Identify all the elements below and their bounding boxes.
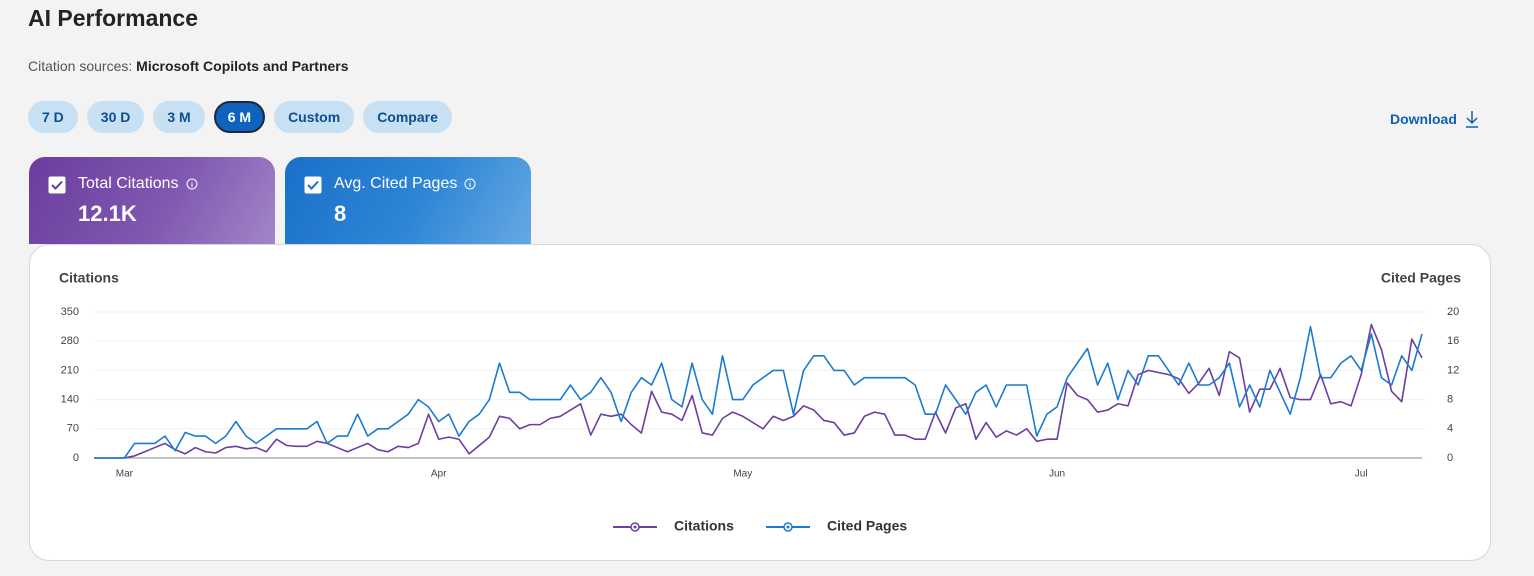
range-pill[interactable]: Custom xyxy=(274,101,355,133)
metric-label: Total Citations xyxy=(78,175,179,192)
checkbox[interactable] xyxy=(48,176,66,194)
legend-item: Cited Pages xyxy=(766,518,907,534)
range-pill[interactable]: 6 M xyxy=(213,101,266,133)
sources-value: Microsoft Copilots and Partners xyxy=(136,58,349,74)
range-pill[interactable]: Compare xyxy=(363,101,452,133)
y2-tick-label: 0 xyxy=(1447,452,1453,464)
y2-tick-label: 16 xyxy=(1447,335,1459,347)
metric-value: 12.1K xyxy=(78,201,137,226)
y-tick-label: 140 xyxy=(61,394,79,406)
y-tick-label: 280 xyxy=(61,335,79,347)
range-pill[interactable]: 30 D xyxy=(86,101,145,133)
y-tick-label: 0 xyxy=(73,452,79,464)
x-tick-label: Apr xyxy=(431,469,447,480)
metric-card: Total Citations 12.1K xyxy=(29,157,275,244)
series-line xyxy=(94,325,1423,459)
range-pill[interactable]: 3 M xyxy=(153,101,205,133)
y2-tick-label: 4 xyxy=(1447,423,1453,435)
legend: Cited Pages xyxy=(827,518,907,534)
y-axis-title: Citations xyxy=(59,270,119,286)
range-pill[interactable]: 7 D xyxy=(28,101,78,133)
y2-tick-label: 12 xyxy=(1447,364,1459,376)
metric-value: 8 xyxy=(334,201,347,226)
info-icon[interactable] xyxy=(186,178,198,190)
citation-sources: Citation sources: Microsoft Copilots and… xyxy=(28,58,349,74)
sources-label: Citation sources: xyxy=(28,58,133,74)
metric-label-row: Avg. Cited Pages xyxy=(334,175,476,193)
download-label: Download xyxy=(1390,111,1457,127)
y2-tick-label: 20 xyxy=(1447,306,1459,318)
metric-card: Avg. Cited Pages 8 xyxy=(285,157,531,244)
x-tick-label: Jul xyxy=(1355,469,1368,480)
page-title: AI Performance xyxy=(28,5,199,31)
y2-axis-title: Cited Pages xyxy=(1381,270,1461,286)
legend-marker-dot xyxy=(786,525,790,529)
series-line xyxy=(94,323,1423,459)
legend: Citations xyxy=(674,518,734,534)
x-tick-label: Mar xyxy=(116,469,134,480)
info-icon[interactable] xyxy=(464,178,476,190)
y2-tick-label: 8 xyxy=(1447,394,1453,406)
legend-marker-dot xyxy=(633,525,637,529)
metric-label: Avg. Cited Pages xyxy=(334,175,458,192)
y-tick-label: 70 xyxy=(67,423,79,435)
y-tick-label: 210 xyxy=(61,364,79,376)
legend-item: Citations xyxy=(613,518,734,534)
download-button[interactable]: Download xyxy=(1390,110,1479,128)
download-icon xyxy=(1465,111,1478,128)
x-tick-label: May xyxy=(733,469,752,480)
x-tick-label: Jun xyxy=(1049,469,1065,480)
metric-label-row: Total Citations xyxy=(78,175,198,193)
checkbox[interactable] xyxy=(304,176,322,194)
y-tick-label: 350 xyxy=(61,306,79,318)
chart: Citations Cited Pages 0 70 140 210 280 350 0 4 8… xyxy=(59,270,1461,534)
